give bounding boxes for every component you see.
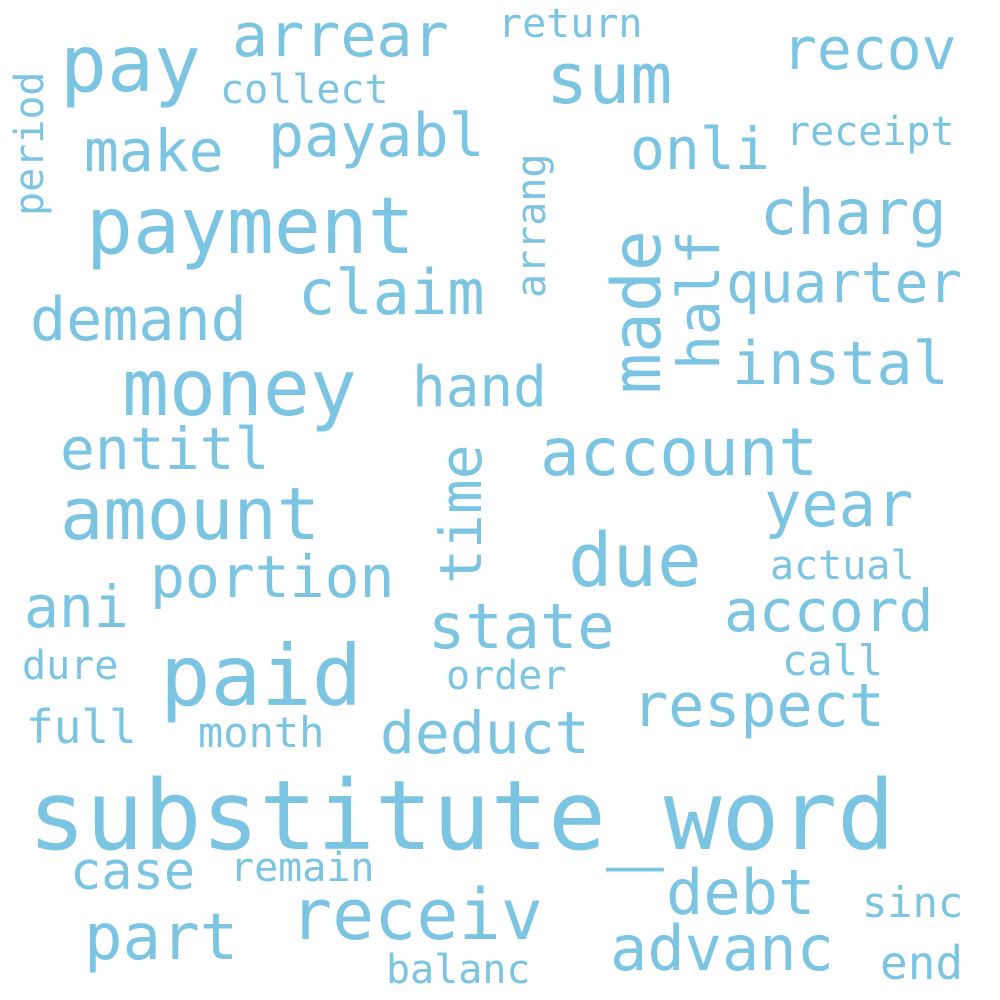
word-hand: hand [412, 355, 547, 420]
word-make: make [84, 117, 224, 185]
word-claim: claim [298, 256, 485, 329]
word-call: call [782, 636, 884, 685]
word-account: account [540, 414, 819, 491]
word-full: full [26, 700, 137, 754]
word-part: part [84, 901, 239, 975]
word-time: time [427, 444, 495, 584]
word-demand: demand [30, 285, 247, 355]
word-state: state [428, 590, 615, 663]
word-order: order [446, 653, 567, 699]
word-quarter: quarter [726, 251, 963, 316]
word-sinc: sinc [862, 878, 964, 927]
word-deduct: deduct [380, 699, 590, 767]
word-amount: amount [60, 472, 321, 556]
word-charg: charg [760, 176, 947, 249]
word-receipt: receipt [786, 109, 955, 155]
word-entitl: entitl [60, 415, 270, 483]
word-year: year [764, 468, 914, 541]
word-actual: actual [770, 543, 915, 589]
word-instal: instal [732, 329, 949, 399]
word-balanc: balanc [386, 947, 531, 993]
word-arrear: arrear [232, 1, 449, 71]
word-recov: recov [782, 15, 957, 83]
word-made: made [598, 230, 677, 394]
word-dure: dure [22, 643, 119, 689]
word-paid: paid [160, 627, 363, 725]
word-case: case [70, 842, 196, 902]
word-arrang: arrang [509, 153, 555, 299]
word-payment: payment [86, 182, 415, 272]
word-debt: debt [666, 856, 816, 929]
word-money: money [122, 344, 357, 434]
word-remain: remain [230, 845, 375, 891]
word-pay: pay [60, 20, 201, 110]
word-onli: onli [630, 115, 770, 183]
word-advanc: advanc [610, 912, 834, 985]
word-half: half [665, 230, 733, 370]
word-accord: accord [724, 577, 934, 645]
word-payabl: payabl [268, 101, 485, 171]
word-collect: collect [220, 67, 389, 113]
word-due: due [568, 518, 702, 604]
word-substitute_word: substitute_word [28, 760, 895, 872]
word-end: end [880, 936, 964, 990]
word-receiv: receiv [290, 874, 543, 956]
word-portion: portion [150, 543, 395, 611]
word-month: month [198, 708, 325, 757]
word-ani: ani [24, 573, 129, 641]
word-respect: respect [632, 671, 885, 741]
word-period: period [7, 71, 53, 217]
word-sum: sum [546, 38, 673, 120]
word-return: return [498, 1, 643, 47]
